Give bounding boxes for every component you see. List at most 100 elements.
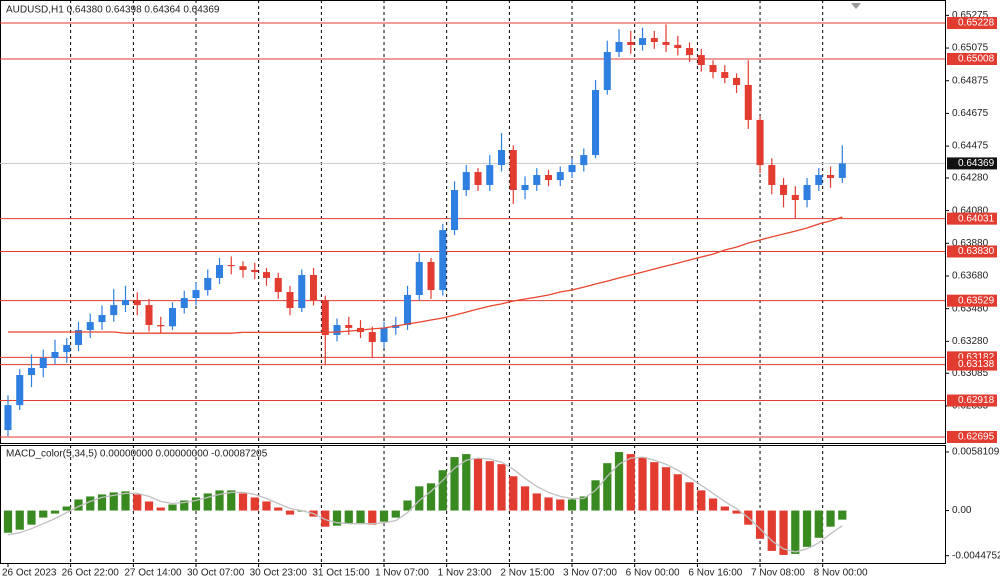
macd-bar [356, 510, 365, 524]
level-label-box [947, 17, 997, 30]
candle-body [309, 275, 318, 301]
candle-body [239, 266, 247, 270]
macd-bar [591, 480, 600, 511]
macd-bar [520, 486, 530, 511]
macd-bar [556, 499, 565, 511]
x-tick-label: 3 Nov 07:00 [563, 568, 617, 579]
macd-bar [403, 500, 412, 511]
candle-body [63, 344, 71, 352]
macd-bar [379, 510, 389, 522]
macd-bar [779, 510, 788, 555]
candle-body [227, 265, 235, 267]
macd-bar [321, 510, 330, 527]
macd-bar [168, 504, 177, 511]
candle-body [345, 325, 353, 328]
macd-bar [144, 501, 154, 511]
macd-bar [250, 497, 259, 511]
candle-body [298, 275, 306, 309]
macd-bar [544, 497, 553, 511]
macd-bar [509, 476, 518, 511]
macd-bar [86, 496, 95, 511]
candle-body [627, 41, 635, 45]
candle-body [51, 351, 59, 359]
macd-bar [262, 501, 271, 511]
candle-body [86, 322, 94, 331]
macd-bar [274, 507, 283, 511]
level-label: 0.63138 [958, 359, 995, 370]
candle-body [556, 172, 564, 181]
y-tick-label: 0.64675 [952, 108, 989, 119]
macd-bar [368, 510, 377, 525]
macd-bar [603, 463, 612, 511]
level-label: 0.65008 [958, 54, 995, 65]
candle-body [168, 308, 177, 327]
macd-bar [791, 510, 800, 554]
candle-body [215, 265, 224, 278]
candle-body [615, 41, 623, 52]
candle-body [439, 230, 447, 291]
level-label-box [947, 294, 997, 307]
candle-body [462, 172, 470, 191]
macd-tick-label: 0.00 [952, 505, 972, 516]
x-tick-label: 31 Oct 15:00 [312, 568, 370, 579]
macd-bar [650, 462, 659, 511]
macd-bar [720, 506, 729, 511]
macd-bar [838, 510, 847, 520]
candle-body [592, 90, 600, 156]
candle-body [4, 405, 12, 431]
candle-body [157, 325, 165, 327]
x-tick-label: 7 Nov 08:00 [751, 568, 805, 579]
macd-bar [156, 507, 165, 511]
macd-bar [626, 454, 635, 511]
level-label: 0.63529 [958, 295, 995, 306]
candle-body [838, 163, 846, 178]
candle-body [521, 184, 529, 191]
macd-bar [697, 490, 706, 511]
macd-bar [673, 474, 682, 511]
macd-bar [826, 510, 835, 527]
current-price-box [947, 157, 997, 170]
candle-body [545, 175, 553, 181]
level-label-box [947, 212, 997, 225]
macd-title: MACD_color(5,34,5) 0.00000000 0.00000000… [6, 449, 268, 460]
level-label: 0.63830 [958, 246, 995, 257]
candle-body [709, 65, 717, 73]
macd-bar [180, 500, 189, 511]
macd-bar [3, 510, 13, 533]
macd-bar [39, 510, 48, 518]
candle-body [274, 277, 282, 293]
candle-body [780, 184, 788, 195]
scroll-indicator[interactable] [851, 3, 861, 9]
candle-body [121, 300, 130, 306]
x-tick-label: 2 Nov 15:00 [500, 568, 554, 579]
candle-body [286, 292, 294, 309]
candle-body [580, 155, 588, 166]
candle-body [192, 290, 200, 299]
y-tick-label: 0.64875 [952, 75, 989, 86]
candle-body [815, 175, 823, 185]
grid-layer [0, 0, 949, 567]
candle-body [16, 375, 24, 406]
macd-bar [238, 493, 248, 511]
macd-bar [755, 510, 765, 539]
macd-bar [732, 510, 741, 514]
macd-bar [426, 483, 436, 511]
candle-body [380, 327, 388, 343]
macd-bar [567, 499, 577, 511]
macd-bar [450, 457, 459, 511]
candle-body [497, 150, 506, 166]
macd-bar [391, 510, 400, 518]
candle-body [39, 358, 47, 368]
macd-bar [438, 470, 447, 511]
x-tick-label: 26 Oct 22:00 [62, 568, 120, 579]
macd-tick-label: -0.0044752 [952, 550, 1000, 561]
macd-bar [215, 490, 224, 511]
candle-body [486, 165, 494, 185]
y-tick-label: 0.63880 [952, 238, 989, 249]
candle-body [321, 300, 329, 335]
macd-bar [97, 494, 107, 511]
level-label: 0.62918 [958, 395, 995, 406]
candle-body [415, 261, 423, 295]
candle-body [791, 194, 799, 201]
macd-panel [0, 445, 946, 564]
